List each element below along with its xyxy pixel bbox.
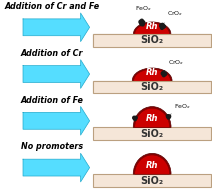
Bar [93,81,211,94]
Text: Rh: Rh [146,161,158,170]
Circle shape [164,72,167,76]
Text: SiO₂: SiO₂ [141,35,164,45]
Text: SiO₂: SiO₂ [141,176,164,186]
Circle shape [139,20,142,24]
Ellipse shape [134,69,170,92]
Text: No promoters: No promoters [21,142,83,151]
Bar [93,34,211,49]
Wedge shape [133,153,171,174]
Text: SiO₂: SiO₂ [141,35,164,45]
Circle shape [166,115,169,118]
Circle shape [160,24,163,27]
Wedge shape [135,155,170,174]
Circle shape [142,21,145,24]
Ellipse shape [135,23,169,45]
Text: SiO₂: SiO₂ [141,82,164,92]
Ellipse shape [133,22,171,46]
Circle shape [140,19,143,23]
Bar [93,127,211,140]
Text: CrO$_x$: CrO$_x$ [165,58,184,72]
Polygon shape [23,60,90,88]
Circle shape [161,72,164,75]
Text: Rh: Rh [146,22,158,31]
Text: SiO₂: SiO₂ [141,129,164,139]
Wedge shape [135,108,170,127]
Text: Addition of Cr and Fe: Addition of Cr and Fe [4,2,99,11]
Text: FeO$_x$: FeO$_x$ [135,5,152,19]
Wedge shape [133,107,171,127]
Circle shape [133,116,135,119]
Bar [93,34,211,47]
Circle shape [160,26,163,29]
Bar [93,81,211,94]
Circle shape [168,115,171,118]
Text: FeO$_x$: FeO$_x$ [169,102,191,115]
Text: Addition of Fe: Addition of Fe [20,96,83,105]
Circle shape [140,22,143,26]
Circle shape [163,71,166,74]
Text: Rh: Rh [146,68,158,77]
Circle shape [134,118,136,121]
Circle shape [162,25,165,28]
Polygon shape [23,13,90,42]
Circle shape [162,74,165,77]
Ellipse shape [132,68,172,93]
Circle shape [134,116,137,119]
Circle shape [161,23,164,27]
Text: SiO₂: SiO₂ [141,82,164,92]
Circle shape [141,22,144,26]
Text: Rh: Rh [146,114,158,123]
Polygon shape [23,153,90,182]
Bar [93,174,211,187]
Circle shape [167,116,170,119]
Bar [93,81,211,95]
Bar [93,34,211,47]
Text: Addition of Cr: Addition of Cr [21,49,83,58]
Polygon shape [23,107,90,135]
Text: CrO$_x$: CrO$_x$ [164,9,183,23]
